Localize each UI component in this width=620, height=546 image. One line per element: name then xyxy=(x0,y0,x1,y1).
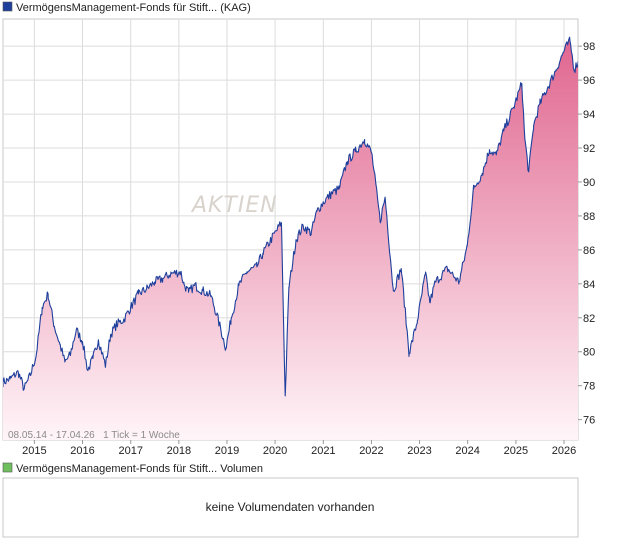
y-tick-label: 76 xyxy=(583,415,595,427)
volume-empty-message: keine Volumendaten vorhanden xyxy=(206,500,375,514)
volume-legend-swatch xyxy=(2,462,13,473)
y-axis-ticks: 76 78 80 82 84 86 88 90 92 94 96 98 xyxy=(578,41,595,427)
price-legend: VermögensManagement-Fonds für Stift... (… xyxy=(2,1,251,14)
volume-plot-frame xyxy=(2,477,579,538)
y-tick-label: 94 xyxy=(583,109,595,121)
x-tick-label: 2025 xyxy=(504,445,528,457)
price-legend-swatch xyxy=(2,1,13,12)
watermark: AKTIEN xyxy=(190,193,278,218)
y-tick-label: 84 xyxy=(583,279,595,291)
range-note: 08.05.14 - 17.04.26 1 Tick = 1 Woche xyxy=(8,430,180,441)
y-tick-label: 90 xyxy=(583,177,595,189)
x-tick-label: 2016 xyxy=(70,445,94,457)
volume-legend-label: VermögensManagement-Fonds für Stift... V… xyxy=(16,463,263,475)
x-tick-label: 2026 xyxy=(552,445,576,457)
x-tick-label: 2019 xyxy=(215,445,239,457)
x-tick-label: 2015 xyxy=(22,445,46,457)
x-tick-label: 2022 xyxy=(359,445,383,457)
x-axis-ticks: 2015 2016 2017 2018 2019 2020 2021 2022 2023 2024… xyxy=(22,440,576,457)
x-tick-label: 2021 xyxy=(311,445,335,457)
y-tick-label: 96 xyxy=(583,75,595,87)
price-area xyxy=(3,37,578,440)
x-tick-label: 2023 xyxy=(407,445,431,457)
price-legend-label: VermögensManagement-Fonds für Stift... (… xyxy=(16,2,251,14)
x-tick-label: 2017 xyxy=(118,445,142,457)
x-tick-label: 2024 xyxy=(455,445,479,457)
price-line xyxy=(3,36,578,397)
x-tick-label: 2020 xyxy=(263,445,287,457)
y-tick-label: 88 xyxy=(583,211,595,223)
y-tick-label: 80 xyxy=(583,347,595,359)
volume-legend: VermögensManagement-Fonds für Stift... V… xyxy=(2,462,263,475)
y-tick-label: 98 xyxy=(583,41,595,53)
y-tick-label: 82 xyxy=(583,313,595,325)
y-tick-label: 78 xyxy=(583,381,595,393)
x-tick-label: 2018 xyxy=(167,445,191,457)
y-tick-label: 92 xyxy=(583,143,595,155)
y-tick-label: 86 xyxy=(583,245,595,257)
